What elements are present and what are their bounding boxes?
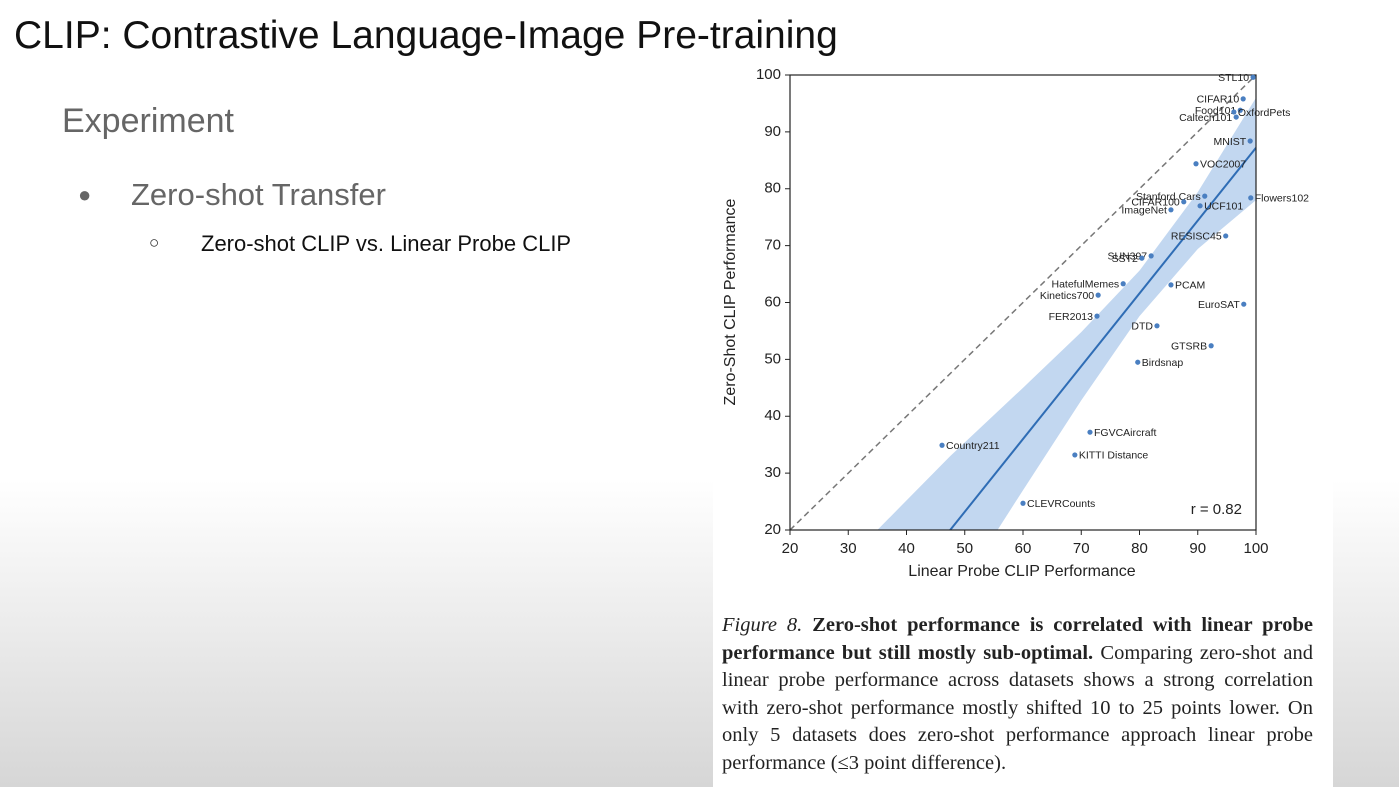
- x-tick-label: 40: [898, 540, 915, 557]
- point-label: CIFAR100: [1131, 197, 1180, 209]
- point: [1168, 282, 1174, 288]
- point-label: SST2: [1112, 253, 1138, 265]
- point-label: Kinetics700: [1040, 290, 1094, 302]
- bullet: Zero-shot Transfer: [131, 177, 386, 212]
- point-label: DTD: [1131, 321, 1153, 333]
- point-label: SUN397: [1107, 251, 1147, 263]
- point: [1223, 233, 1229, 239]
- point-label: PCAM: [1175, 280, 1205, 292]
- point-label: GTSRB: [1171, 341, 1207, 353]
- point: [1208, 343, 1214, 349]
- y-tick-label: 70: [764, 237, 781, 254]
- point: [1250, 74, 1256, 80]
- x-tick-label: 80: [1131, 540, 1148, 557]
- point-label: Caltech101: [1179, 112, 1232, 124]
- caption-text: Comparing zero-shot and linear probe per…: [722, 641, 1313, 774]
- point-label: HatefulMemes: [1051, 279, 1119, 291]
- point: [1168, 207, 1174, 213]
- point: [1154, 323, 1160, 329]
- point-label: RESISC45: [1171, 231, 1222, 243]
- point: [1181, 199, 1187, 205]
- y-tick-label: 100: [756, 66, 781, 83]
- reference-line: [789, 74, 1257, 531]
- point-label: CIFAR10: [1197, 94, 1240, 106]
- point: [1241, 301, 1247, 307]
- point-label: FGVCAircraft: [1094, 427, 1157, 439]
- caption-label: Figure 8.: [722, 614, 803, 636]
- point: [1120, 281, 1126, 287]
- point: [1072, 452, 1078, 458]
- point: [1247, 138, 1253, 144]
- point-label: Food101: [1195, 105, 1237, 117]
- fit-line: [949, 147, 1256, 530]
- heading: Experiment: [62, 102, 234, 140]
- bullet-icon: ●: [78, 182, 92, 207]
- x-tick-label: 60: [1015, 540, 1032, 557]
- point: [1148, 253, 1154, 259]
- point: [1135, 359, 1141, 365]
- point-label: UCF101: [1204, 201, 1243, 213]
- caption: Figure 8. Zero-shot performance is corre…: [722, 612, 1313, 777]
- point: [1233, 114, 1239, 120]
- y-tick-label: 40: [764, 407, 781, 424]
- point-label: FER2013: [1049, 311, 1094, 323]
- point: [1248, 195, 1254, 201]
- x-axis-label: Linear Probe CLIP Performance: [908, 563, 1135, 580]
- point: [1139, 255, 1145, 261]
- point-label: ImageNet: [1121, 205, 1167, 217]
- point: [1087, 429, 1093, 435]
- y-tick-label: 90: [764, 123, 781, 140]
- point: [1020, 500, 1026, 506]
- slide-title: CLIP: Contrastive Language-Image Pre-tra…: [14, 14, 838, 57]
- y-tick-label: 80: [764, 180, 781, 197]
- point-label: STL10: [1218, 72, 1249, 84]
- y-tick-label: 30: [764, 464, 781, 481]
- y-tick-label: 20: [764, 521, 781, 538]
- point-label: Birdsnap: [1142, 357, 1184, 369]
- caption-bold: Zero-shot performance is correlated with…: [722, 614, 1314, 664]
- point-label: EuroSAT: [1198, 299, 1240, 311]
- point: [1094, 313, 1100, 319]
- x-tick-label: 100: [1243, 540, 1268, 557]
- point: [939, 442, 945, 448]
- y-tick-label: 60: [764, 293, 781, 310]
- x-tick-label: 70: [1073, 540, 1090, 557]
- point-label: VOC2007: [1200, 159, 1246, 171]
- point-label: KITTI Distance: [1079, 450, 1149, 462]
- point: [1193, 161, 1199, 167]
- sub-bullet-icon: ○: [149, 233, 160, 252]
- point: [1237, 107, 1243, 113]
- point: [1095, 292, 1101, 298]
- x-tick-label: 30: [840, 540, 857, 557]
- point-label: CLEVRCounts: [1027, 498, 1095, 510]
- point-label: OxfordPets: [1238, 107, 1291, 119]
- point-label: Flowers102: [1255, 193, 1309, 205]
- x-tick-label: 50: [956, 540, 973, 557]
- x-tick-label: 20: [782, 540, 799, 557]
- y-tick-label: 50: [764, 350, 781, 367]
- point: [1231, 109, 1237, 115]
- sub-bullet: Zero-shot CLIP vs. Linear Probe CLIP: [201, 231, 572, 256]
- annotation: r = 0.82: [1191, 501, 1242, 518]
- point: [1240, 96, 1246, 102]
- point-label: MNIST: [1214, 136, 1247, 148]
- y-axis-label: Zero-Shot CLIP Performance: [722, 198, 739, 405]
- point: [1202, 193, 1208, 199]
- point-label: Country211: [946, 440, 1000, 452]
- point: [1197, 203, 1203, 209]
- x-tick-label: 90: [1189, 540, 1206, 557]
